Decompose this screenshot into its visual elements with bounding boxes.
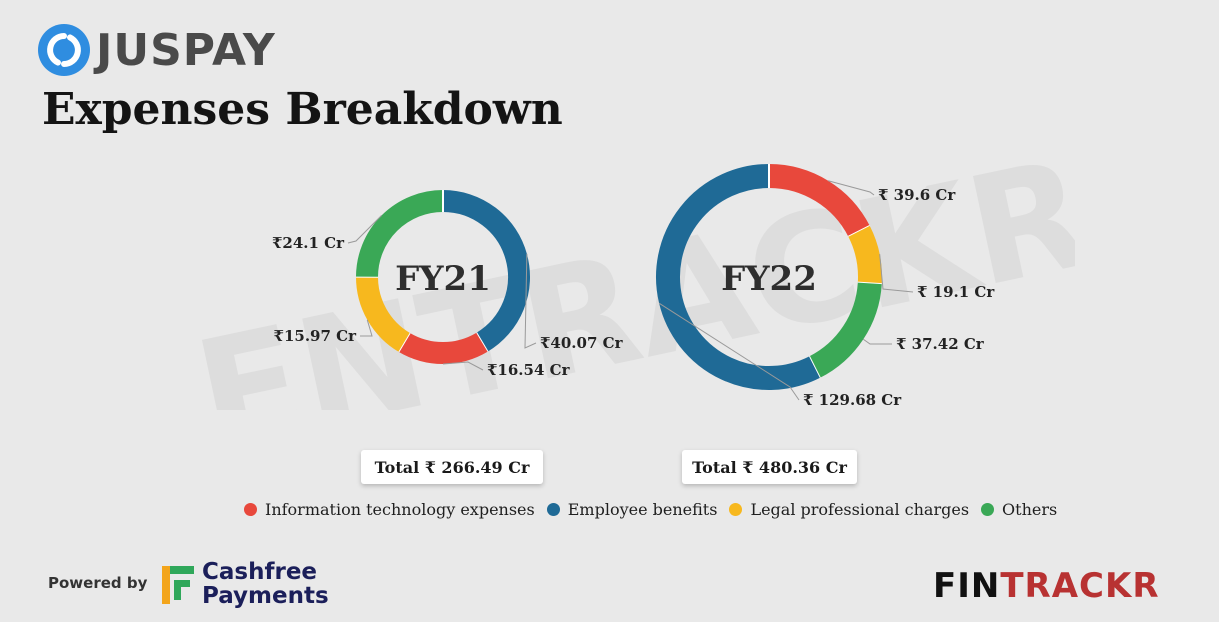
fy22-leader-legal-professional-charges	[879, 254, 914, 293]
fy22-slice-legal-professional-charges	[848, 225, 882, 285]
legend-label-it: Information technology expenses	[265, 500, 535, 519]
fintrackr-fin: FIN	[933, 566, 1001, 606]
fy21-slice-legal-professional-charges	[356, 276, 411, 352]
legend-dot-others	[981, 503, 995, 516]
fy21-label-others: ₹24.1 Cr	[272, 234, 345, 252]
powered-by-text: Powered by	[48, 574, 148, 592]
fy21-label-employee-benefits: ₹40.07 Cr	[540, 334, 624, 352]
fy21-label-legal-professional-charges: ₹15.97 Cr	[274, 327, 358, 345]
juspay-brand: JUSPAY	[38, 22, 276, 78]
legend-item-others: Others	[981, 500, 1057, 519]
fy22-label-employee-benefits: ₹ 129.68 Cr	[803, 391, 902, 409]
fy21-donut: ₹40.07 Cr ₹16.54 Cr ₹15.97 Cr ₹24.1 Cr FY21	[272, 190, 624, 379]
fintrackr-logo: FINTRACKR	[933, 566, 1160, 606]
fy21-label-information-technology-expenses: ₹16.54 Cr	[487, 361, 571, 379]
legend-label-employee: Employee benefits	[567, 500, 718, 519]
fy21-slice-employee-benefits	[442, 190, 530, 352]
legend: Information technology expenses Employee…	[244, 500, 1069, 519]
cashfree-line2: Payments	[202, 583, 329, 609]
legend-item-legal: Legal professional charges	[729, 500, 969, 519]
fy21-leader-legal-professional-charges	[360, 319, 373, 337]
legend-label-others: Others	[1002, 500, 1058, 519]
cashfree-logo: Cashfree Payments	[160, 560, 329, 608]
fy21-total-text: Total ₹ 266.49 Cr	[374, 457, 530, 477]
legend-item-it: Information technology expenses	[244, 500, 535, 519]
fintrackr-trackr: TRACKR	[1000, 566, 1160, 606]
legend-dot-employee	[546, 503, 560, 516]
donut-charts: ₹40.07 Cr₹16.54 Cr₹15.97 Cr₹24.1 CrFY21₹…	[272, 164, 995, 409]
fy22-center-label: FY22	[721, 259, 817, 299]
fy22-leader-employee-benefits	[658, 302, 800, 401]
fy22-slice-others	[808, 282, 882, 378]
fy21-slice-information-technology-expenses	[398, 332, 488, 364]
legend-item-employee: Employee benefits	[546, 500, 718, 519]
fy22-total-badge: Total ₹ 480.36 Cr	[682, 450, 857, 484]
fy21-leader-others	[347, 214, 382, 244]
fy22-leader-others	[863, 338, 892, 345]
fy22-slice-employee-benefits	[656, 164, 820, 390]
legend-dot-it	[244, 503, 257, 516]
fy21-slice-others	[356, 190, 444, 278]
fy21-total-badge: Total ₹ 266.49 Cr	[361, 450, 543, 484]
brand-name: JUSPAY	[96, 24, 276, 76]
juspay-logo-icon	[38, 24, 90, 76]
cashfree-logo-icon	[162, 566, 194, 604]
legend-dot-legal	[729, 503, 743, 516]
fy21-leader-employee-benefits	[524, 253, 537, 349]
page-title: Expenses Breakdown	[42, 84, 563, 135]
legend-label-legal: Legal professional charges	[750, 500, 970, 519]
cashfree-line1: Cashfree	[202, 559, 318, 585]
fy22-leader-information-technology-expenses	[828, 180, 875, 196]
fy22-slice-information-technology-expenses	[768, 164, 870, 238]
fy22-label-information-technology-expenses: ₹ 39.6 Cr	[878, 186, 956, 204]
fy21-center-label: FY21	[395, 259, 491, 299]
fy22-total-text: Total ₹ 480.36 Cr	[692, 457, 847, 477]
fy22-label-others: ₹ 37.42 Cr	[896, 335, 985, 353]
cashfree-wordmark: Cashfree Payments	[202, 560, 329, 608]
fy22-donut: ₹ 39.6 Cr ₹ 19.1 Cr ₹ 37.42 Cr ₹ 129.68 Cr F…	[656, 164, 995, 409]
fy22-label-legal-professional-charges: ₹ 19.1 Cr	[917, 283, 995, 301]
fy21-leader-information-technology-expenses	[442, 361, 484, 371]
